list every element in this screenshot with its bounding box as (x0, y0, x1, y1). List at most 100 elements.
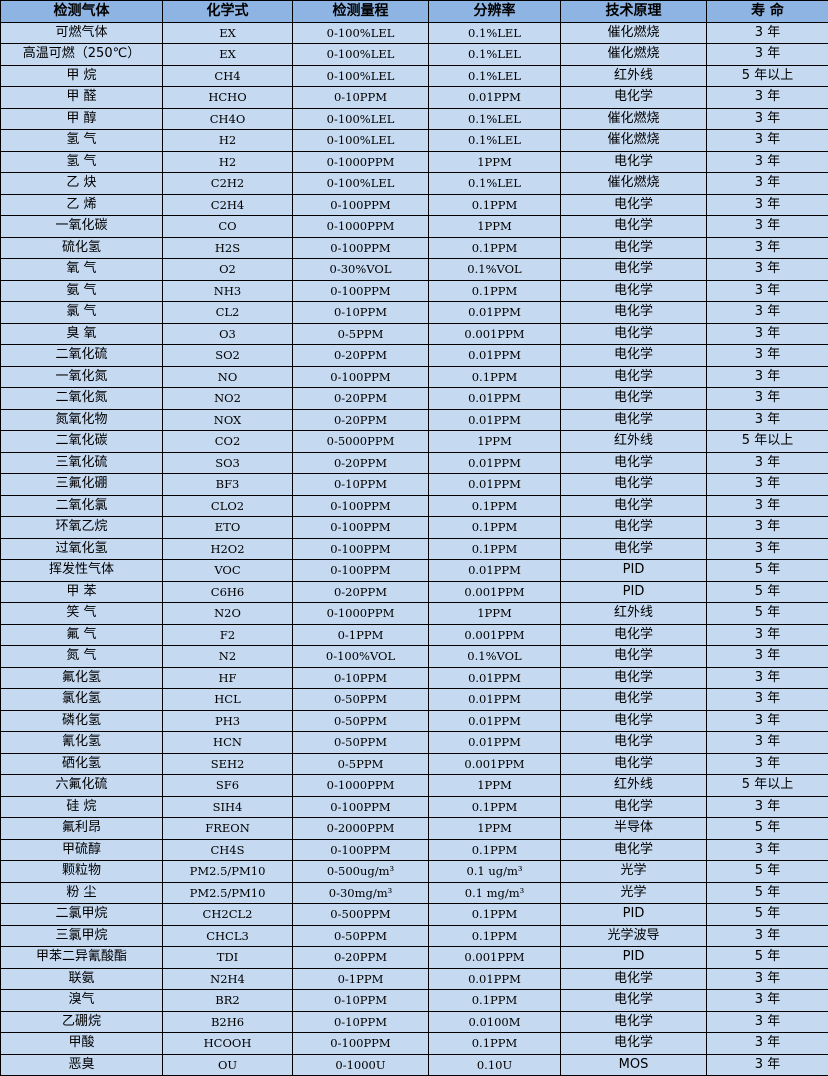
cell-range: 0-50PPM (293, 710, 429, 732)
cell-resolution: 0.1PPM (429, 517, 561, 539)
cell-formula: PM2.5/PM10 (163, 861, 293, 883)
cell-range: 0-100PPM (293, 495, 429, 517)
cell-gas: 甲 醛 (1, 87, 163, 109)
cell-gas: 可燃气体 (1, 22, 163, 44)
cell-resolution: 0.01PPM (429, 732, 561, 754)
cell-principle: 电化学 (561, 1033, 707, 1055)
cell-range: 0-100%VOL (293, 646, 429, 668)
cell-range: 0-2000PPM (293, 818, 429, 840)
cell-resolution: 0.1PPM (429, 839, 561, 861)
cell-gas: 甲 醇 (1, 108, 163, 130)
cell-formula: NO2 (163, 388, 293, 410)
cell-range: 0-20PPM (293, 345, 429, 367)
cell-gas: 氢 气 (1, 151, 163, 173)
cell-gas: 过氧化氢 (1, 538, 163, 560)
cell-lifetime: 3 年 (707, 474, 828, 496)
cell-gas: 氯化氢 (1, 689, 163, 711)
cell-principle: 催化燃烧 (561, 173, 707, 195)
cell-formula: PM2.5/PM10 (163, 882, 293, 904)
cell-resolution: 0.1PPM (429, 237, 561, 259)
cell-formula: C2H4 (163, 194, 293, 216)
cell-formula: NO (163, 366, 293, 388)
cell-formula: H2 (163, 151, 293, 173)
cell-resolution: 0.1PPM (429, 990, 561, 1012)
cell-formula: NH3 (163, 280, 293, 302)
cell-lifetime: 5 年 (707, 560, 828, 582)
cell-formula: N2 (163, 646, 293, 668)
cell-formula: H2O2 (163, 538, 293, 560)
cell-resolution: 0.001PPM (429, 323, 561, 345)
cell-principle: 电化学 (561, 710, 707, 732)
cell-formula: CL2 (163, 302, 293, 324)
cell-principle: 红外线 (561, 603, 707, 625)
cell-range: 0-1PPM (293, 624, 429, 646)
cell-formula: NOX (163, 409, 293, 431)
cell-principle: 电化学 (561, 732, 707, 754)
cell-lifetime: 3 年 (707, 44, 828, 66)
cell-lifetime: 5 年 (707, 581, 828, 603)
header-resolution: 分辨率 (429, 1, 561, 23)
cell-gas: 甲 苯 (1, 581, 163, 603)
cell-gas: 氮氧化物 (1, 409, 163, 431)
cell-resolution: 0.0100M (429, 1011, 561, 1033)
cell-formula: BF3 (163, 474, 293, 496)
cell-range: 0-20PPM (293, 409, 429, 431)
cell-formula: CO (163, 216, 293, 238)
cell-lifetime: 3 年 (707, 796, 828, 818)
cell-gas: 三氯甲烷 (1, 925, 163, 947)
cell-range: 0-5PPM (293, 753, 429, 775)
cell-lifetime: 3 年 (707, 194, 828, 216)
cell-principle: 催化燃烧 (561, 130, 707, 152)
cell-resolution: 0.1 ug/m³ (429, 861, 561, 883)
cell-gas: 溴气 (1, 990, 163, 1012)
cell-gas: 甲硫醇 (1, 839, 163, 861)
cell-principle: 电化学 (561, 796, 707, 818)
cell-resolution: 0.01PPM (429, 87, 561, 109)
cell-gas: 氟 气 (1, 624, 163, 646)
cell-gas: 高温可燃（250℃） (1, 44, 163, 66)
cell-principle: 电化学 (561, 366, 707, 388)
cell-range: 0-100%LEL (293, 108, 429, 130)
cell-formula: HF (163, 667, 293, 689)
cell-gas: 三氧化硫 (1, 452, 163, 474)
cell-resolution: 0.10U (429, 1054, 561, 1076)
cell-resolution: 0.1%LEL (429, 22, 561, 44)
cell-lifetime: 3 年 (707, 130, 828, 152)
cell-resolution: 0.1PPM (429, 538, 561, 560)
cell-range: 0-100%LEL (293, 44, 429, 66)
cell-resolution: 0.001PPM (429, 753, 561, 775)
cell-principle: 电化学 (561, 323, 707, 345)
cell-formula: SO3 (163, 452, 293, 474)
cell-resolution: 0.01PPM (429, 345, 561, 367)
cell-lifetime: 3 年 (707, 345, 828, 367)
cell-resolution: 0.01PPM (429, 667, 561, 689)
cell-principle: 电化学 (561, 216, 707, 238)
cell-principle: 电化学 (561, 968, 707, 990)
header-lifetime: 寿 命 (707, 1, 828, 23)
cell-gas: 联氨 (1, 968, 163, 990)
cell-range: 0-10PPM (293, 87, 429, 109)
cell-gas: 二氧化硫 (1, 345, 163, 367)
cell-resolution: 0.01PPM (429, 710, 561, 732)
cell-resolution: 1PPM (429, 151, 561, 173)
cell-range: 0-20PPM (293, 452, 429, 474)
cell-resolution: 0.001PPM (429, 581, 561, 603)
cell-principle: 电化学 (561, 345, 707, 367)
cell-gas: 甲酸 (1, 1033, 163, 1055)
cell-gas: 二氧化氯 (1, 495, 163, 517)
cell-range: 0-100PPM (293, 194, 429, 216)
